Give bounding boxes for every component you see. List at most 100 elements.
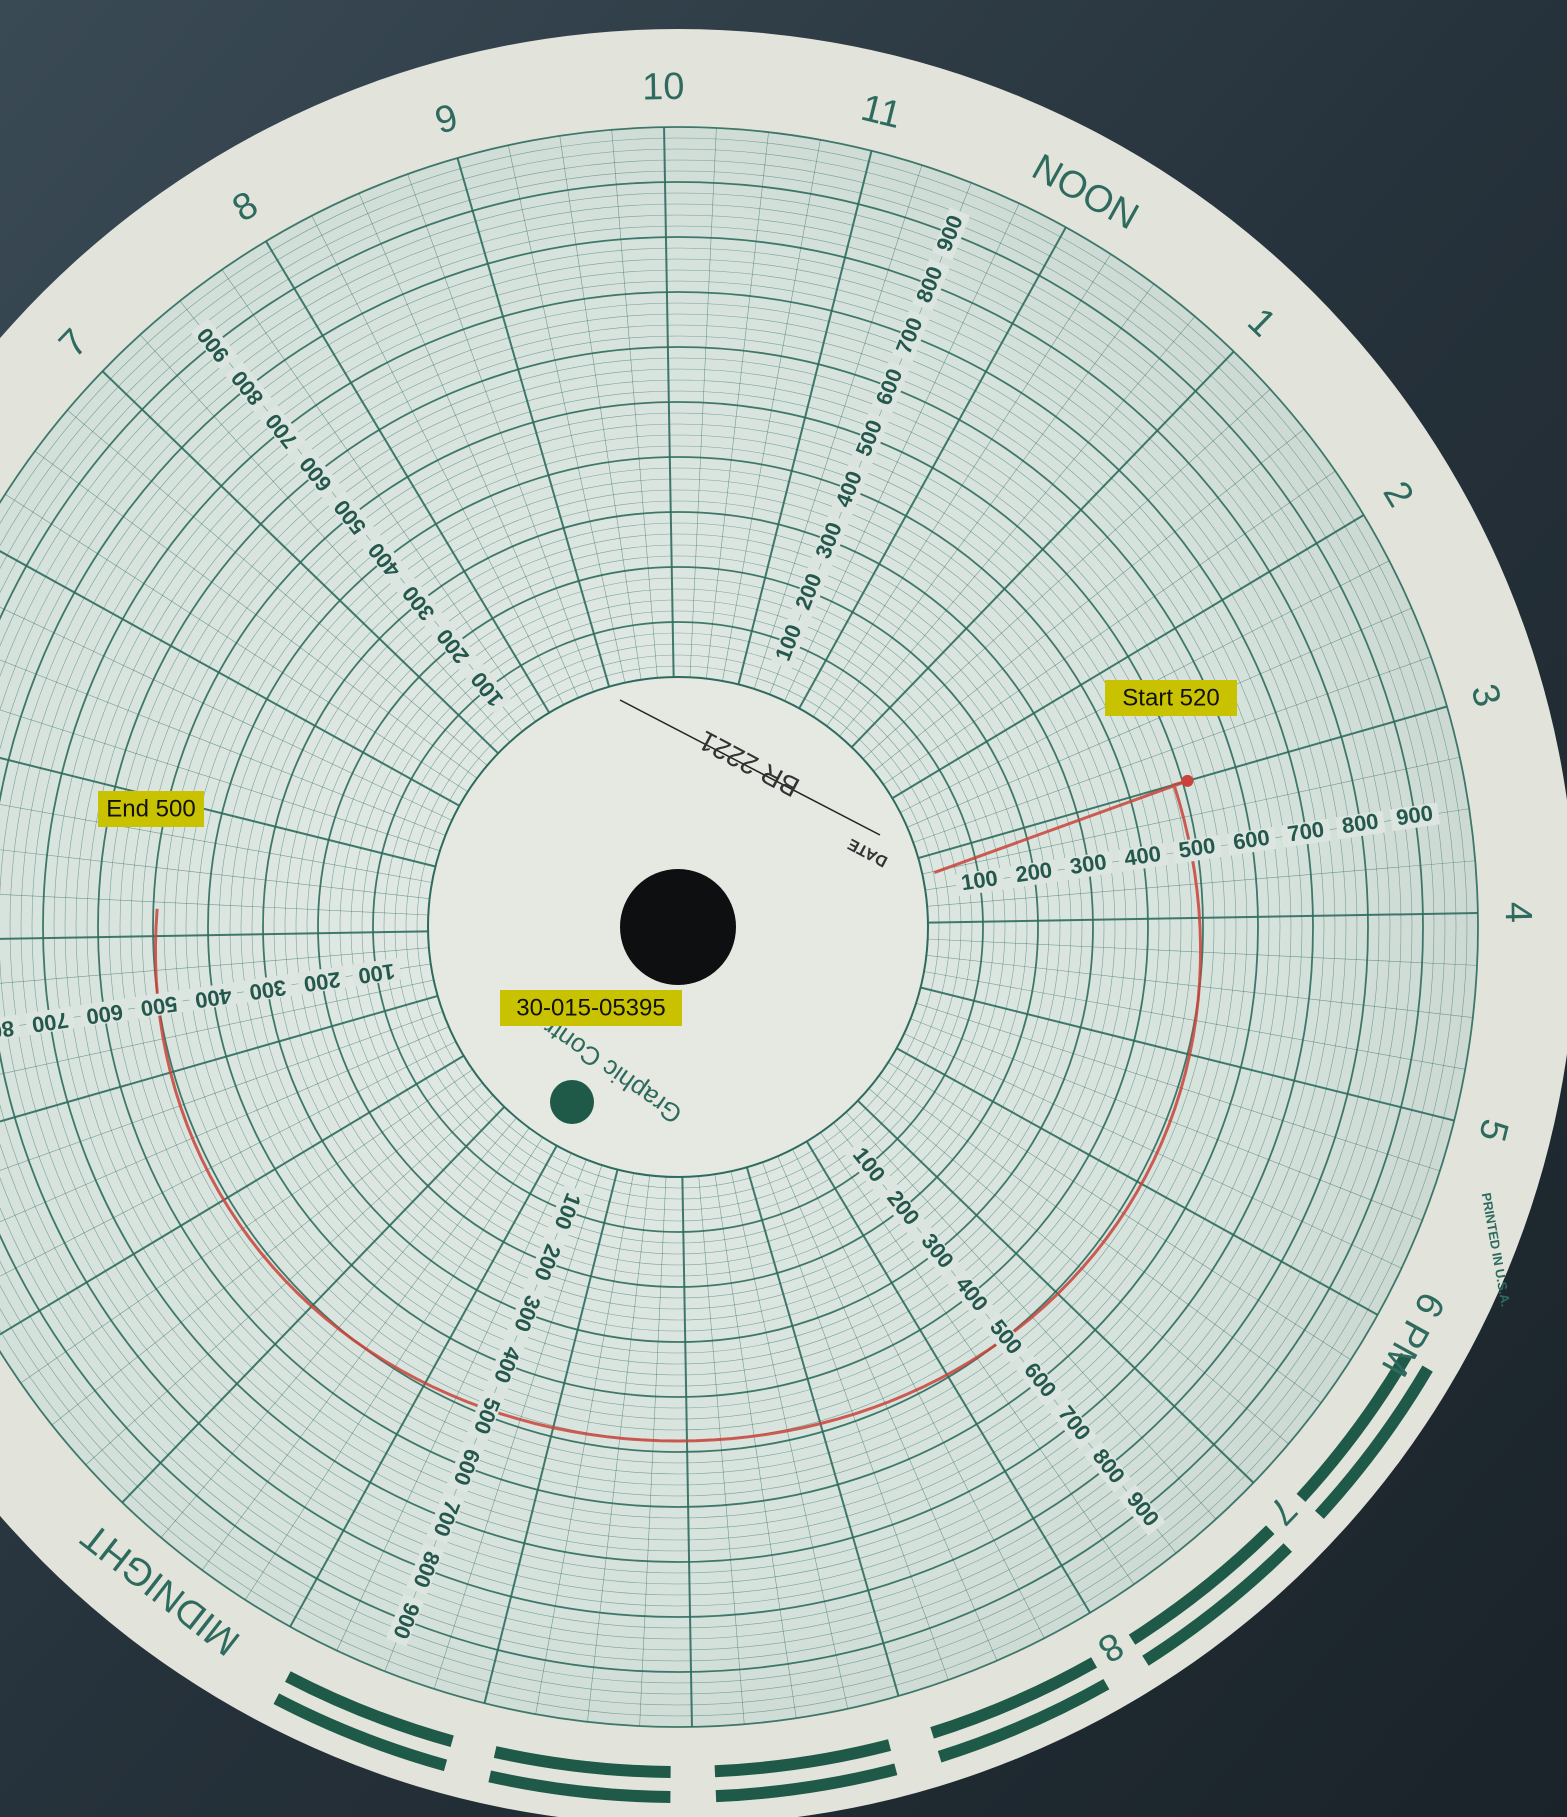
label-backing	[1117, 843, 1169, 872]
time-line	[34, 450, 478, 779]
time-line	[0, 659, 446, 836]
ring	[416, 665, 940, 1189]
ring	[174, 423, 1182, 1431]
scale-label: 300	[248, 975, 288, 1005]
time-line	[5, 493, 468, 793]
ring	[218, 467, 1138, 1387]
time-line	[559, 135, 642, 680]
time-line	[873, 428, 1305, 772]
label-backing	[547, 1184, 586, 1238]
time-line	[737, 150, 873, 685]
end-note: End 500	[106, 795, 195, 822]
scale-label: 700	[1286, 816, 1326, 846]
time-line	[722, 139, 821, 682]
label-backing	[259, 404, 307, 456]
ring	[240, 489, 1116, 1365]
label-backing	[242, 973, 293, 1003]
night-bar	[930, 1657, 1098, 1739]
ring	[251, 500, 1105, 1354]
night-bar	[715, 1763, 898, 1803]
time-line	[922, 756, 1460, 875]
label-backing	[1015, 1355, 1063, 1407]
time-line	[910, 1018, 1423, 1221]
label-backing	[851, 412, 890, 465]
label-backing	[296, 965, 348, 995]
time-line	[456, 157, 611, 687]
ring	[0, 236, 1369, 1618]
label-backing	[871, 360, 910, 414]
night-bar	[1128, 1525, 1275, 1645]
time-line	[850, 350, 1235, 748]
time-line	[762, 1162, 949, 1681]
ring	[229, 478, 1127, 1376]
label-backing	[911, 258, 950, 312]
time-line	[433, 1165, 603, 1690]
time-line	[0, 930, 429, 940]
time-line	[913, 656, 1432, 843]
ring	[0, 148, 1457, 1706]
time-line	[121, 1106, 506, 1504]
time-line	[289, 1145, 558, 1628]
time-line	[0, 550, 460, 807]
time-line	[826, 283, 1155, 727]
night-bar	[1315, 1365, 1433, 1519]
time-line	[0, 709, 440, 852]
label-backing	[406, 1542, 445, 1596]
ring	[383, 632, 973, 1222]
ring	[328, 577, 1028, 1277]
time-line	[784, 203, 1020, 702]
label-backing	[790, 565, 829, 619]
label-backing	[981, 1312, 1029, 1364]
time-line	[845, 1111, 1217, 1520]
ring	[97, 346, 1259, 1508]
time-line	[862, 388, 1271, 760]
time-line	[483, 1169, 619, 1704]
label-backing	[446, 1440, 485, 1494]
label-backing	[1008, 859, 1060, 889]
ring	[20, 269, 1336, 1585]
time-line	[265, 240, 551, 714]
ring	[295, 544, 1061, 1310]
scale-label: 700	[30, 1007, 70, 1037]
trace-start	[1181, 774, 1194, 787]
label-backing	[224, 361, 273, 413]
label-backing	[430, 619, 478, 671]
time-line	[896, 1047, 1379, 1316]
label-backing	[293, 447, 341, 499]
date-line	[619, 699, 881, 836]
ring	[394, 643, 962, 1211]
ring	[317, 566, 1039, 1288]
time-line	[244, 1137, 544, 1600]
label-backing	[912, 1226, 960, 1278]
ring	[207, 456, 1149, 1398]
time-line	[689, 127, 717, 678]
ring	[405, 654, 951, 1200]
night-bar	[714, 1739, 892, 1778]
scale-label: 300	[1068, 849, 1108, 879]
ring	[130, 379, 1226, 1475]
time-line	[0, 804, 433, 883]
time-line	[358, 193, 579, 698]
ring	[0, 203, 1402, 1651]
label-backing	[1335, 810, 1386, 840]
highlight	[1105, 680, 1237, 716]
scale-label: 600	[1231, 825, 1271, 855]
ring	[262, 511, 1094, 1343]
ring	[0, 181, 1424, 1673]
label-backing	[770, 616, 809, 670]
ring	[306, 555, 1050, 1299]
night-bar	[285, 1671, 454, 1748]
ring	[0, 126, 1479, 1728]
ring	[185, 434, 1171, 1420]
scale-label: 200	[1014, 857, 1054, 887]
highlight	[500, 990, 682, 1026]
scale-label: 900	[1395, 800, 1435, 830]
time-line	[51, 1082, 483, 1426]
scale-label: 100	[959, 865, 999, 895]
label-backing	[385, 1593, 424, 1647]
label-backing	[79, 998, 130, 1028]
time-line	[903, 1033, 1402, 1269]
label-backing	[954, 867, 1006, 897]
night-bar	[1296, 1352, 1412, 1502]
